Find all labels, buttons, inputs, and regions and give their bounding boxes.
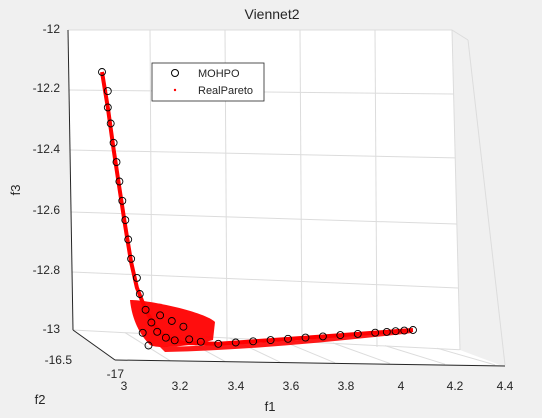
mohpo-point	[138, 328, 147, 337]
mohpo-point	[127, 254, 136, 263]
floor-grid-line	[436, 347, 496, 366]
mohpo-point	[135, 290, 144, 298]
mohpo-point	[214, 339, 223, 348]
mohpo-point	[124, 235, 133, 244]
mohpo-point	[112, 158, 121, 167]
f3-axis-label: f3	[8, 185, 23, 196]
mohpo-point	[170, 336, 179, 345]
chart-title: Viennet2	[244, 6, 299, 22]
floor-grid-line	[124, 332, 171, 362]
mohpo-point	[336, 331, 345, 340]
mohpo-point	[266, 336, 275, 345]
f1-tick-label: 3.8	[338, 379, 355, 393]
mohpo-point	[371, 328, 380, 337]
mohpo-point	[98, 68, 106, 76]
legend-mohpo-label: MOHPO	[198, 68, 240, 80]
back-wall-grid-line	[299, 29, 303, 345]
legend-realpareto-label: RealPareto	[198, 85, 253, 97]
mohpo-point	[196, 337, 205, 346]
mohpo-point	[118, 196, 127, 205]
legend-realpareto-marker	[173, 88, 177, 92]
axes-back-wall	[68, 30, 460, 350]
back-wall-grid-line	[149, 29, 153, 339]
f2-axis-label: f2	[35, 392, 46, 407]
back-wall-grid-line	[374, 29, 378, 348]
f3-tick-label: -12.6	[33, 203, 61, 217]
mohpo-point	[132, 273, 141, 282]
mohpo-point	[103, 103, 112, 112]
mohpo-point	[121, 216, 130, 225]
f1-tick-label: 3.2	[172, 379, 189, 393]
mohpo-point	[109, 138, 118, 147]
mohpo-point	[179, 322, 188, 331]
mohpo-point	[103, 87, 112, 96]
f2-axis-line	[72, 329, 116, 361]
top-right-edge-line	[451, 29, 469, 41]
mohpo-point	[185, 335, 194, 344]
mohpo-point	[318, 332, 327, 341]
legend: MOHPO RealPareto	[151, 62, 265, 102]
f3-tick-label: -12.4	[33, 142, 61, 156]
mohpo-point	[153, 327, 162, 336]
mohpo-point	[400, 326, 409, 335]
f3-tick-label: -12	[43, 22, 61, 36]
far-right-edge-line	[467, 39, 506, 366]
f1-axis-line	[114, 359, 506, 367]
right-edge-line	[451, 29, 461, 351]
f1-tick-label: 4.4	[497, 379, 514, 393]
f1-tick-label: 4.2	[447, 379, 464, 393]
mohpo-series	[98, 68, 417, 350]
mohpo-point	[409, 326, 417, 334]
f3-grid-line	[69, 149, 456, 159]
realpareto-dense-region	[130, 300, 215, 348]
mohpo-point	[156, 311, 165, 320]
mohpo-point	[249, 337, 258, 346]
legend-mohpo-marker	[171, 69, 179, 77]
realpareto-series	[100, 71, 414, 352]
mohpo-point	[353, 329, 362, 338]
f1-tick-label: 3.6	[283, 379, 300, 393]
f3-tick-label: -12.2	[33, 81, 61, 95]
mohpo-point	[147, 318, 156, 327]
f1-tick-label: 3	[121, 379, 128, 393]
axis-lines	[67, 29, 506, 367]
f2-tick-label: -16.5	[45, 353, 73, 367]
mohpo-point	[144, 341, 153, 350]
mohpo-point	[141, 305, 150, 314]
f1-tick-label: 3.4	[228, 379, 245, 393]
floor-grid-line	[384, 345, 446, 365]
mohpo-point	[167, 317, 176, 325]
mohpo-point	[301, 333, 310, 342]
mohpo-point	[382, 327, 391, 336]
f3-tick-label: -12.8	[33, 263, 61, 277]
realpareto-lower-band	[160, 330, 412, 352]
legend-box	[151, 62, 265, 102]
f3-tick-label: -13	[43, 322, 61, 336]
mohpo-point	[161, 333, 170, 342]
f2-tick-label: -17	[107, 367, 125, 381]
f1-axis-label: f1	[265, 399, 276, 414]
f3-axis-line	[67, 29, 74, 331]
floor-grid-line	[332, 342, 391, 364]
mohpo-point	[391, 327, 400, 336]
tick-labels: -12 -12.2 -12.4 -12.6 -12.8 -13 -16.5 -173 3.2 3.…	[33, 22, 514, 393]
f1-tick-label: 4	[398, 379, 405, 393]
mohpo-point	[106, 119, 115, 128]
mohpo-point	[115, 177, 124, 186]
grid-lines	[68, 29, 506, 366]
mohpo-point	[231, 338, 240, 347]
f3-grid-line	[70, 211, 457, 225]
mohpo-point	[284, 334, 292, 343]
